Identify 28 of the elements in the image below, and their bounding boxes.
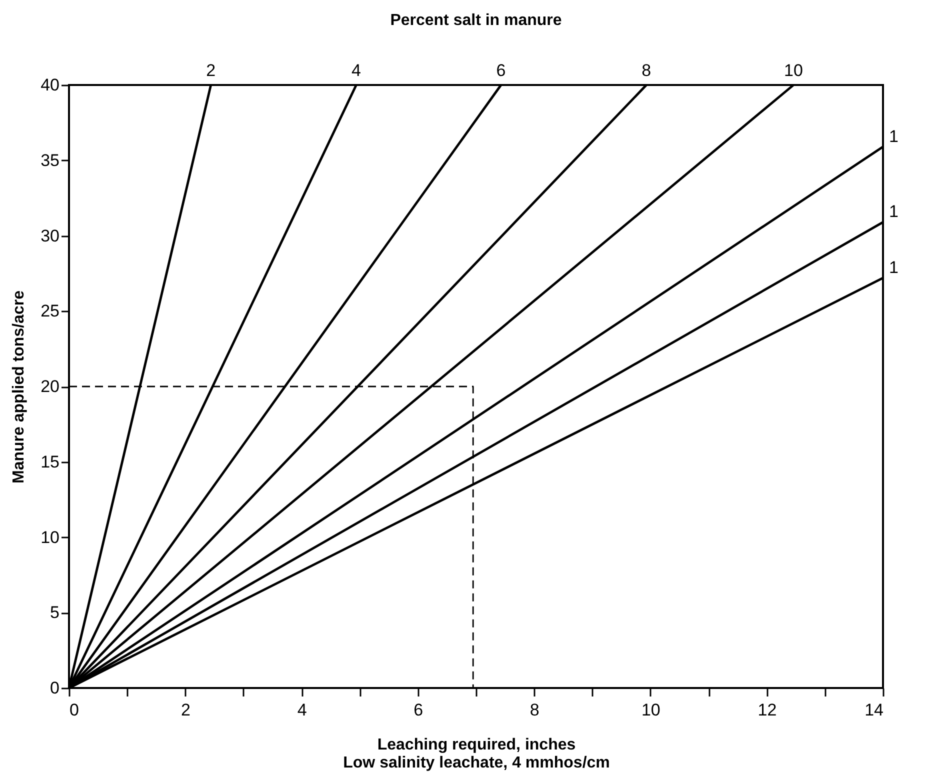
x-tick-label: 14	[864, 700, 884, 720]
x-tick-label: 6	[414, 700, 424, 720]
series-label: 10	[784, 61, 803, 80]
y-tick-label: 15	[40, 452, 60, 472]
x-tick-label: 10	[641, 700, 660, 720]
y-tick-label: 30	[40, 226, 60, 246]
y-tick-label: 5	[50, 603, 60, 622]
series-label: 6	[496, 61, 506, 80]
y-tick-label: 10	[40, 528, 60, 547]
y-tick-label: 20	[40, 377, 60, 396]
y-tick-label: 40	[40, 76, 60, 94]
x-tick-label: 0	[70, 700, 79, 720]
x-axis-title: Leaching required, inches Low salinity leachate, 4 mmhos/cm	[343, 736, 610, 772]
y-axis-title: Manure applied tons/acre	[10, 290, 28, 484]
x-tick-label: 8	[530, 700, 540, 720]
series-label: 8	[642, 61, 652, 80]
y-tick-label: 0	[50, 678, 60, 698]
series-label: 1	[889, 126, 898, 146]
series-label: 1	[889, 258, 898, 277]
series-label: 2	[206, 61, 216, 80]
x-tick-label: 4	[297, 700, 307, 720]
legend-title: Percent salt in manure	[390, 12, 562, 29]
series-label: 4	[351, 61, 361, 80]
x-tick-label: 12	[758, 700, 777, 720]
x-tick-label: 2	[181, 700, 191, 720]
series-label: 1	[889, 202, 898, 222]
y-tick-label: 25	[40, 302, 60, 321]
y-tick-label: 35	[40, 150, 60, 170]
